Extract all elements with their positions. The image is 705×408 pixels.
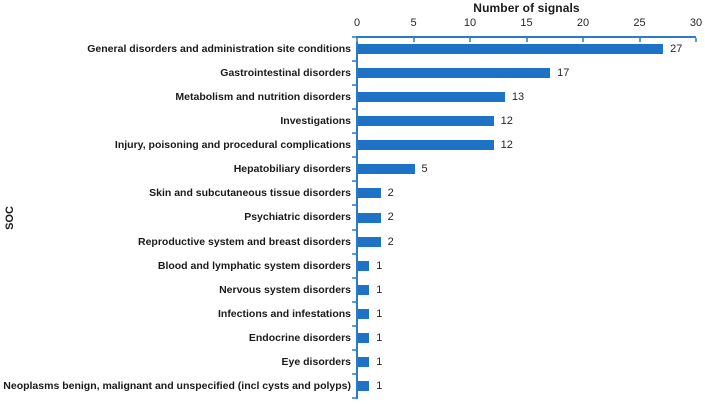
bar <box>358 308 370 319</box>
value-label: 17 <box>557 67 570 80</box>
x-tick-mark <box>582 38 584 42</box>
category-label: Skin and subcutaneous tissue disorders <box>149 187 351 200</box>
category-label: Injury, poisoning and procedural complic… <box>114 139 351 152</box>
category-label: Investigations <box>280 115 351 128</box>
y-tick-mark <box>352 276 356 279</box>
value-label: 1 <box>376 379 383 392</box>
value-label: 2 <box>387 187 394 200</box>
value-label: 2 <box>387 211 394 224</box>
y-tick-mark <box>352 324 356 327</box>
value-label: 2 <box>387 235 394 248</box>
bar <box>358 188 381 199</box>
x-tick-label: 15 <box>520 17 533 29</box>
y-tick-mark <box>352 36 356 38</box>
bar <box>358 116 494 127</box>
bar <box>358 284 370 295</box>
category-label: Hepatobiliary disorders <box>233 163 351 176</box>
category-label: Endocrine disorders <box>248 331 351 344</box>
category-label: Blood and lymphatic system disorders <box>157 259 351 272</box>
y-tick-mark <box>352 60 356 63</box>
value-label: 1 <box>376 283 383 296</box>
value-label: 1 <box>376 355 383 368</box>
value-label: 1 <box>376 307 383 320</box>
y-tick-mark <box>352 252 356 255</box>
y-tick-mark <box>352 372 356 375</box>
x-tick-label: 10 <box>463 17 477 29</box>
value-label: 27 <box>670 43 683 56</box>
bar <box>358 332 370 343</box>
x-tick-label: 25 <box>633 17 646 29</box>
value-label: 12 <box>500 115 513 128</box>
y-tick-mark <box>352 180 356 183</box>
y-tick-mark <box>352 397 356 399</box>
x-tick-mark <box>695 38 697 42</box>
value-label: 1 <box>376 331 383 344</box>
bar <box>358 212 381 223</box>
bar <box>358 92 505 103</box>
chart-title: Number of signals <box>473 1 580 15</box>
category-label: Eye disorders <box>281 355 351 368</box>
bar <box>358 164 415 175</box>
y-tick-mark <box>352 348 356 351</box>
y-tick-mark <box>352 204 356 207</box>
x-tick-mark <box>638 38 641 42</box>
bar <box>358 68 551 79</box>
y-tick-mark <box>352 132 356 135</box>
value-label: 5 <box>421 163 428 176</box>
x-tick-label: 30 <box>689 17 703 29</box>
y-axis-line <box>356 36 358 399</box>
x-tick-label: 5 <box>410 17 417 29</box>
x-tick-label: 0 <box>353 17 361 29</box>
value-label: 13 <box>511 91 525 104</box>
y-tick-mark <box>352 156 356 159</box>
x-tick-label: 20 <box>576 17 590 29</box>
x-tick-mark <box>469 38 471 42</box>
bar <box>358 356 370 367</box>
value-label: 12 <box>500 139 513 152</box>
y-tick-mark <box>352 300 356 303</box>
value-label: 1 <box>376 259 383 272</box>
category-label: General disorders and administration sit… <box>87 43 351 56</box>
category-label: Psychiatric disorders <box>244 211 351 224</box>
bar <box>358 44 664 55</box>
category-label: Neoplasms benign, malignant and unspecif… <box>3 379 351 392</box>
y-tick-mark <box>352 84 356 87</box>
y-tick-mark <box>352 108 356 111</box>
category-label: Reproductive system and breast disorders <box>138 235 351 248</box>
bar <box>358 140 494 151</box>
category-label: Gastrointestinal disorders <box>220 67 351 80</box>
x-tick-mark <box>525 38 528 42</box>
x-tick-mark <box>412 38 415 42</box>
bar <box>358 260 370 271</box>
x-axis-line <box>357 36 696 38</box>
category-label: Metabolism and nutrition disorders <box>175 91 351 104</box>
bar <box>358 236 381 247</box>
bar <box>358 380 370 391</box>
y-tick-mark <box>352 228 356 231</box>
category-label: Nervous system disorders <box>219 283 351 296</box>
category-label: Infections and infestations <box>217 307 351 320</box>
x-tick-mark <box>356 38 358 42</box>
